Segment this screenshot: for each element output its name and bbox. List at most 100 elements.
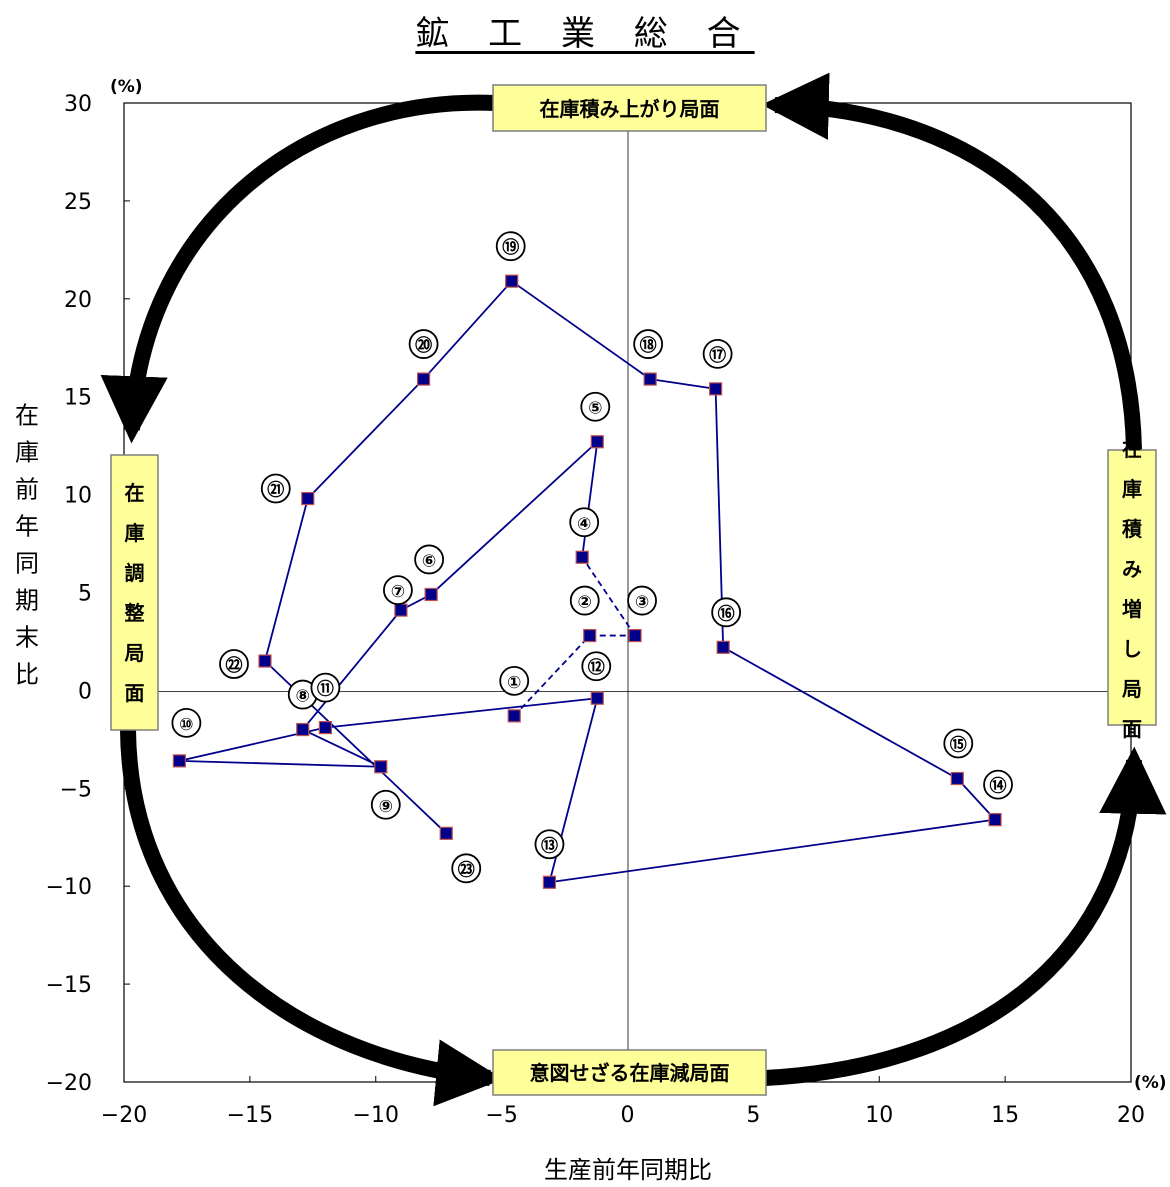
y-tick-label: −5 (60, 777, 92, 802)
chart-title: 鉱 工 業 総 合 (415, 14, 755, 54)
data-point (628, 628, 642, 643)
data-point (542, 875, 557, 889)
data-point (583, 628, 597, 643)
series-segment (325, 697, 598, 729)
point-label: ③ (635, 593, 649, 613)
data-point (258, 654, 272, 668)
data-point (505, 274, 519, 288)
point-label: ⑰ (709, 345, 726, 366)
data-point (716, 640, 730, 654)
y-unit: (%) (110, 77, 143, 97)
x-tick-label: 15 (991, 1103, 1019, 1128)
point-label-circle (581, 651, 612, 682)
arrow-top-to-left (100, 94, 496, 444)
phase-left-label: 在庫調整局面 (124, 481, 145, 705)
point-label: ⑪ (317, 679, 334, 700)
y-tick-label: 0 (78, 679, 92, 704)
data-point (590, 435, 604, 449)
point-label-circle (983, 769, 1013, 800)
point-label-circle (569, 585, 600, 616)
point-label-circle (495, 231, 526, 262)
point-label: ② (578, 593, 592, 613)
x-unit: (%) (1134, 1073, 1167, 1093)
x-tick-label: −10 (353, 1103, 399, 1128)
phase-left: 在庫調整局面 (110, 454, 159, 731)
y-tick-label: 25 (64, 190, 92, 215)
point-label-circle (370, 789, 401, 820)
data-point (988, 813, 1002, 827)
x-tick-label: 20 (1117, 1103, 1145, 1128)
data-point (439, 826, 453, 840)
series-segment (650, 378, 716, 390)
series-segment (302, 609, 402, 731)
y-axis-title: 在庫前年同期末比 (15, 402, 39, 689)
data-point (374, 760, 388, 774)
point-label-circle (310, 672, 341, 703)
y-tick-label: −15 (46, 973, 92, 998)
point-label-circle (580, 391, 611, 422)
y-tick-label: −10 (46, 875, 92, 900)
arrow-bottom-to-right (764, 746, 1167, 1086)
point-label: ㉒ (225, 655, 242, 676)
arrow-right-to-top (761, 72, 1142, 451)
point-label-circle (627, 585, 657, 616)
point-label: ⑲ (502, 237, 519, 258)
data-point (950, 771, 964, 786)
series (172, 274, 1002, 889)
arrow-left-to-bottom (120, 729, 504, 1107)
series-segment (581, 441, 599, 558)
point-label-circle (633, 329, 664, 359)
point-label: ① (507, 673, 521, 693)
series-segment (430, 441, 598, 596)
series-segment (307, 378, 425, 500)
point-label: ⑯ (718, 603, 735, 624)
data-point (590, 691, 604, 705)
x-axis-title: 生産前年同期比 (544, 1156, 712, 1184)
x-tick-label: −20 (101, 1103, 147, 1128)
point-label: ⑨ (379, 797, 393, 817)
point-label-circle (569, 507, 600, 538)
data-point (296, 722, 310, 737)
y-tick-label: 5 (78, 582, 92, 607)
phase-top: 在庫積み上がり局面 (492, 84, 767, 132)
point-label: ㉓ (458, 859, 475, 880)
cycle-arrows (100, 72, 1167, 1107)
point-label-circle (414, 544, 445, 575)
point-label: ⑫ (588, 657, 605, 678)
series-segment (956, 777, 996, 821)
point-label: ⑮ (950, 735, 967, 756)
phase-bottom: 意図せざる在庫減局面 (492, 1049, 767, 1096)
series-segment (581, 556, 636, 637)
data-point (709, 382, 723, 396)
point-label: ⑩ (179, 715, 193, 735)
y-tick-label: 30 (64, 92, 92, 117)
x-tick-label: −5 (485, 1103, 517, 1128)
point-label-circle (499, 665, 530, 696)
point-label-circle (383, 575, 413, 606)
x-tick-label: 0 (621, 1103, 635, 1128)
point-label-circle (408, 329, 439, 359)
point-label-circle (171, 707, 202, 738)
data-point (318, 721, 332, 735)
phase-bottom-label: 意図せざる在庫減局面 (530, 1061, 730, 1085)
point-label: ⑥ (422, 551, 436, 571)
x-tick-label: −15 (227, 1103, 273, 1128)
y-tick-label: 10 (64, 484, 92, 509)
plot-frame (123, 102, 1132, 1083)
series-segment (513, 634, 591, 717)
point-label-circle (711, 597, 742, 628)
data-point (507, 709, 521, 723)
series-segment (264, 498, 309, 662)
phase-right-label: 在庫積み増し局面 (1121, 437, 1143, 741)
point-label: ④ (577, 514, 591, 534)
point-label: ⑱ (640, 335, 657, 356)
phase-right: 在庫積み増し局面 (1107, 437, 1157, 741)
series-segment (302, 728, 382, 768)
data-point (575, 550, 589, 564)
data-point (416, 372, 431, 386)
point-label-circle (702, 338, 733, 369)
point-label: ⑬ (541, 835, 558, 856)
data-point (172, 754, 186, 768)
